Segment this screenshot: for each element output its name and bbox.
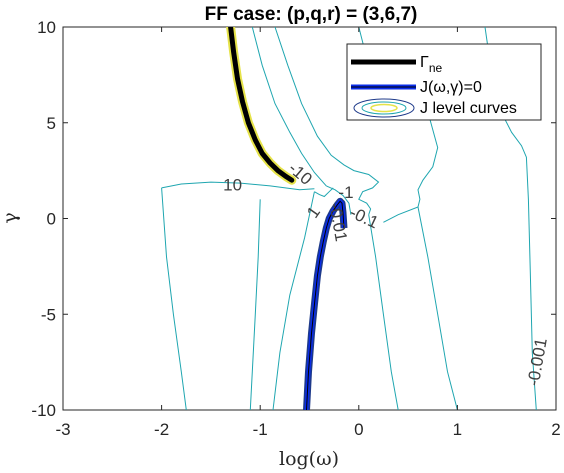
x-tick-label-4: 1 (453, 420, 462, 439)
x-tick-label-0: -3 (55, 420, 70, 439)
legend-swatch-level-curves (353, 98, 415, 118)
x-tick-label-5: 2 (551, 420, 560, 439)
legend-ellipse-outer (353, 98, 415, 118)
x-tick-label-1: -2 (154, 420, 169, 439)
data-series (226, 27, 348, 410)
contour-label-1: 10 (223, 175, 242, 194)
contour-line-2 (249, 199, 261, 410)
j-zero-core (306, 200, 345, 410)
contour-line-10 (417, 206, 458, 410)
legend: Γne J(ω,γ)=0 J level curves (346, 43, 542, 121)
y-tick-label-1: -5 (41, 305, 56, 324)
legend-box (346, 43, 542, 121)
legend-label-gamma-ne-main: Γ (420, 54, 429, 71)
contour-line-8 (368, 214, 399, 410)
y-tick-label-0: -10 (31, 401, 56, 420)
y-tick-label-3: 5 (47, 114, 56, 133)
contour-line-4 (314, 187, 334, 198)
legend-ellipse-inner (370, 103, 398, 113)
contour-line-1 (161, 187, 187, 410)
contour-line-3 (272, 191, 315, 410)
contour-line-0 (161, 181, 315, 191)
gamma-ne-line (228, 27, 295, 183)
y-tick-label-2: 0 (47, 210, 56, 229)
y-tick-label-4: 10 (37, 18, 56, 37)
y-axis-label: γ (0, 212, 21, 223)
chart-title: FF case: (p,q,r) = (3,6,7) (205, 4, 418, 25)
contour-line-7 (274, 27, 380, 215)
legend-ellipse-middle (361, 101, 407, 115)
contour-line-5 (251, 27, 327, 187)
legend-label-level-curves: J level curves (420, 100, 517, 117)
x-tick-label-2: -1 (253, 420, 268, 439)
legend-label-j-zero: J(ω,γ)=0 (420, 79, 482, 96)
contour-label-2: -1 (338, 183, 353, 202)
x-tick-label-3: 0 (354, 420, 363, 439)
legend-label-gamma-ne-sub: ne (429, 61, 443, 75)
x-axis-label: log(ω) (279, 448, 339, 470)
contour-line-6 (326, 185, 352, 215)
legend-label-gamma-ne: Γne (420, 54, 442, 75)
